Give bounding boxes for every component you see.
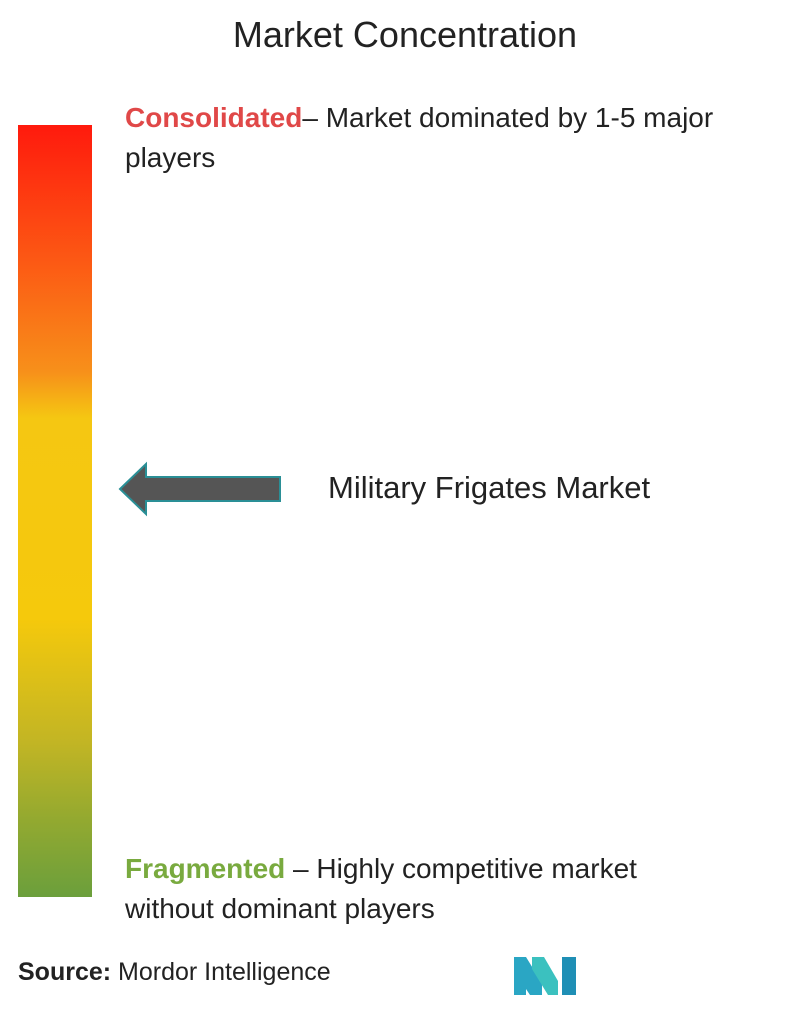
- source-label: Source:: [18, 958, 112, 986]
- concentration-scale: [18, 125, 92, 897]
- fragmented-label: Fragmented: [125, 853, 286, 884]
- consolidated-description: – Market dominated by 1-5 major players: [125, 102, 714, 173]
- title: Market Concentration: [232, 14, 578, 55]
- source-name: Mordor Intelligence: [118, 958, 331, 986]
- marker-arrow: [118, 461, 281, 517]
- source: Source: Mordor Intelligence: [18, 958, 331, 987]
- logo: [514, 957, 576, 995]
- fragmented-description: – Highly competitive market without domi…: [125, 853, 637, 924]
- market-label: Military Frigates Market: [328, 470, 651, 505]
- fragmented-text: Fragmented – Highly competitive market w…: [125, 849, 725, 929]
- consolidated-label: Consolidated: [125, 102, 303, 133]
- consolidated-text: Consolidated– Market dominated by 1-5 ma…: [125, 98, 725, 178]
